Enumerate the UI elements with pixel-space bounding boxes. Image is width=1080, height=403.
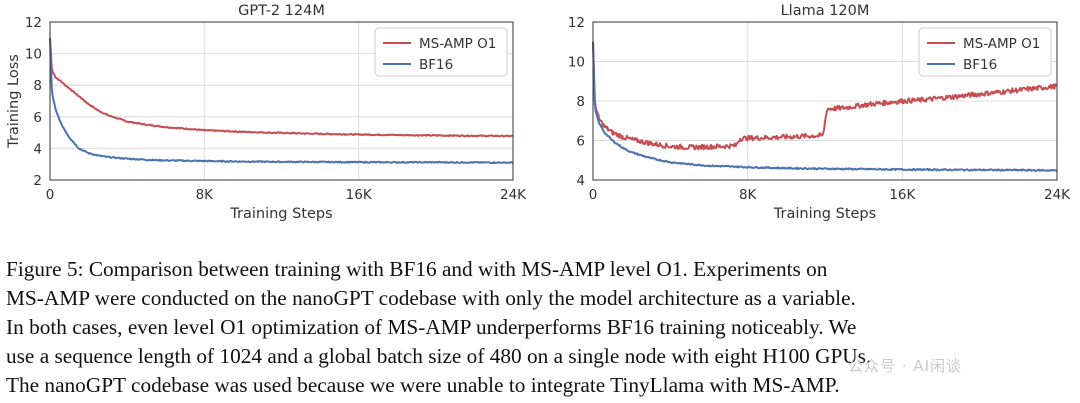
watermark: 公众号 · AI闲谈 (848, 357, 962, 375)
x-axis-label: Training Steps (229, 206, 332, 222)
x-tick-label: 24K (500, 187, 527, 203)
chart-panel-1: 0 8K 16K 24K 2 4 6 8 10 12 GPT-2 124M Training Step… (6, 3, 527, 222)
charts-figure: 0 8K 16K 24K 2 4 6 8 10 12 GPT-2 124M Training Step… (6, 3, 1071, 222)
chart-title: GPT-2 124M (238, 3, 325, 19)
plot-frame (592, 21, 1058, 181)
legend-label: BF16 (419, 57, 453, 73)
series-line-ms-amp-o1 (49, 37, 514, 138)
x-tick-label: 0 (46, 187, 55, 203)
y-axis-label: Training Loss (6, 54, 22, 149)
x-tick-label: 8K (739, 187, 758, 203)
caption-line-1: Figure 5: Comparison between training wi… (6, 257, 828, 281)
y-tick-label: 8 (576, 94, 585, 110)
y-tick-label: 10 (25, 47, 42, 63)
caption-line-4: use a sequence length of 1024 and a glob… (6, 344, 872, 368)
legend-label: MS-AMP O1 (419, 36, 496, 52)
chart-panel-2: 0 8K 16K 24K 4 6 8 10 12 Llama 120M Training Steps… (568, 3, 1071, 222)
y-tick-label: 4 (576, 173, 585, 189)
series-line-bf16 (49, 37, 514, 165)
series-line-bf16 (592, 41, 1058, 173)
caption-line-3: In both cases, even level O1 optimizatio… (6, 315, 857, 339)
x-tick-label: 16K (346, 187, 373, 203)
figure-caption: Figure 5: Comparison between training wi… (6, 255, 1076, 400)
legend-label: BF16 (963, 57, 997, 73)
x-tick-label: 0 (589, 187, 598, 203)
x-tick-label: 16K (889, 187, 916, 203)
x-tick-label: 8K (196, 187, 215, 203)
plot-frame (49, 21, 514, 181)
y-tick-label: 6 (576, 134, 585, 150)
chart-title: Llama 120M (781, 3, 870, 19)
y-tick-label: 12 (568, 15, 585, 31)
series-line-ms-amp-o1 (592, 41, 1058, 151)
y-tick-label: 10 (568, 55, 585, 71)
legend-label: MS-AMP O1 (963, 36, 1040, 52)
y-tick-label: 4 (33, 141, 42, 157)
x-axis-label: Training Steps (773, 206, 876, 222)
y-tick-label: 8 (33, 78, 42, 94)
y-tick-label: 12 (25, 15, 42, 31)
y-tick-label: 6 (33, 110, 42, 126)
caption-line-5: The nanoGPT codebase was used because we… (6, 373, 840, 397)
caption-line-2: MS-AMP were conducted on the nanoGPT cod… (6, 286, 856, 310)
y-tick-label: 2 (33, 173, 42, 189)
x-tick-label: 24K (1044, 187, 1071, 203)
